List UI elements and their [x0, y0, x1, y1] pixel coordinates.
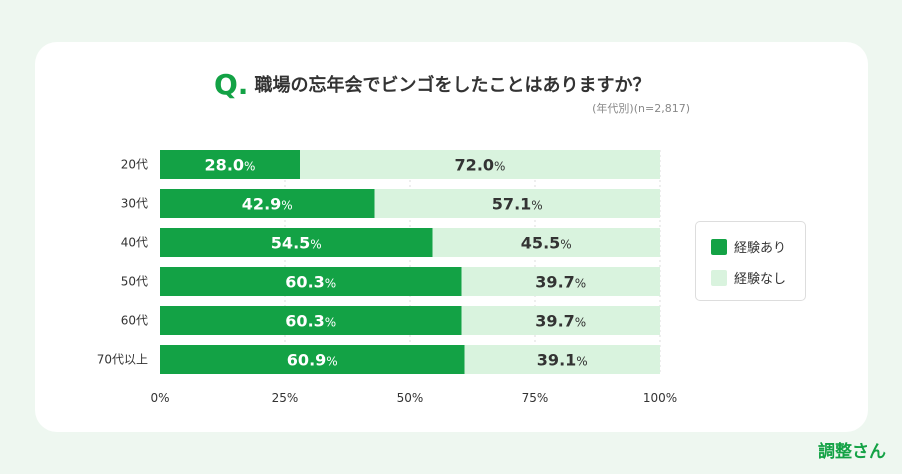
- bar-yes: [160, 345, 465, 374]
- x-tick-label: 100%: [643, 391, 677, 405]
- question-text: 職場の忘年会でビンゴをしたことはありますか？: [254, 75, 651, 96]
- data-label-no: 57.1%: [492, 195, 543, 214]
- legend-item-yes: 経験あり: [711, 237, 786, 256]
- legend-label-yes: 経験あり: [734, 241, 787, 256]
- data-label-no: 45.5%: [521, 234, 572, 253]
- x-tick-label: 75%: [522, 391, 549, 405]
- bar-yes: [160, 150, 300, 179]
- legend-swatch-yes: [711, 238, 727, 255]
- legend-item-no: 経験なし: [711, 268, 786, 287]
- data-label-yes: 28.0%: [205, 156, 256, 175]
- data-label-yes: 42.9%: [242, 195, 293, 214]
- category-label: 60代: [121, 314, 148, 328]
- legend: 経験あり 経験なし: [695, 221, 806, 301]
- bar-yes: [160, 189, 375, 218]
- bar-yes: [160, 267, 462, 296]
- x-tick-label: 50%: [397, 391, 424, 405]
- bar-yes: [160, 228, 433, 257]
- chart-subtitle: (年代別)(n=2,817): [592, 102, 690, 115]
- data-label-yes: 60.3%: [285, 273, 336, 292]
- chart-title: Q. 職場の忘年会でビンゴをしたことはありますか？: [214, 68, 650, 101]
- legend-label-no: 経験なし: [734, 272, 787, 287]
- category-label: 40代: [121, 236, 148, 250]
- data-label-no: 39.1%: [537, 351, 588, 370]
- data-label-no: 39.7%: [535, 312, 586, 331]
- bar-no: [461, 306, 660, 335]
- category-label: 50代: [121, 275, 148, 289]
- data-label-yes: 60.9%: [287, 351, 338, 370]
- brand-logo: 調整さん: [818, 442, 886, 462]
- category-label: 30代: [121, 197, 148, 211]
- data-label-yes: 54.5%: [271, 234, 322, 253]
- x-tick-label: 25%: [272, 391, 299, 405]
- bar-no: [300, 150, 660, 179]
- bar-no: [461, 267, 660, 296]
- data-label-no: 72.0%: [455, 156, 506, 175]
- category-label: 70代以上: [97, 353, 148, 367]
- bar-yes: [160, 306, 462, 335]
- bar-no: [464, 345, 660, 374]
- bar-no: [374, 189, 660, 218]
- category-label: 20代: [121, 158, 148, 172]
- bar-no: [432, 228, 660, 257]
- q-mark: Q.: [214, 68, 249, 101]
- x-tick-label: 0%: [150, 391, 169, 405]
- data-label-yes: 60.3%: [285, 312, 336, 331]
- legend-swatch-no: [711, 269, 727, 286]
- data-label-no: 39.7%: [535, 273, 586, 292]
